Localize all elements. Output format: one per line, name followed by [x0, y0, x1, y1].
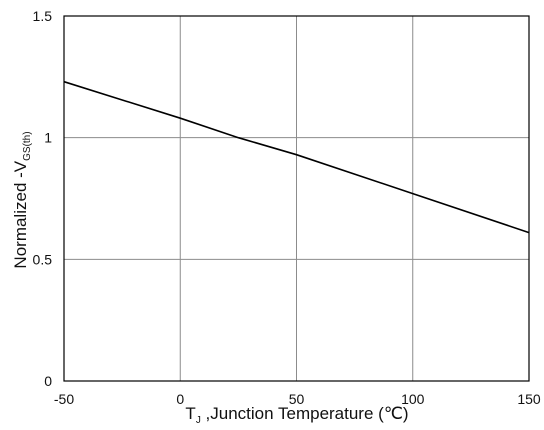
plot-frame [63, 15, 530, 382]
y-tick-label: 1.5 [33, 8, 53, 24]
x-tick-label: -50 [54, 391, 74, 407]
x-tick-label: 100 [401, 391, 425, 407]
gridlines [64, 16, 529, 381]
y-tick-label: 1 [44, 130, 52, 146]
series-line [63, 80, 530, 234]
x-tick-label: 0 [176, 391, 184, 407]
y-axis-label: Normalized -VGS(th) [11, 131, 33, 268]
y-tick-label: 0 [44, 373, 52, 389]
x-axis-label: TJ ,Junction Temperature (℃) [185, 404, 408, 426]
y-tick-label: 0.5 [33, 251, 53, 267]
x-tick-label: 50 [289, 391, 305, 407]
series-layer [63, 80, 530, 234]
x-tick-label: 150 [517, 391, 541, 407]
